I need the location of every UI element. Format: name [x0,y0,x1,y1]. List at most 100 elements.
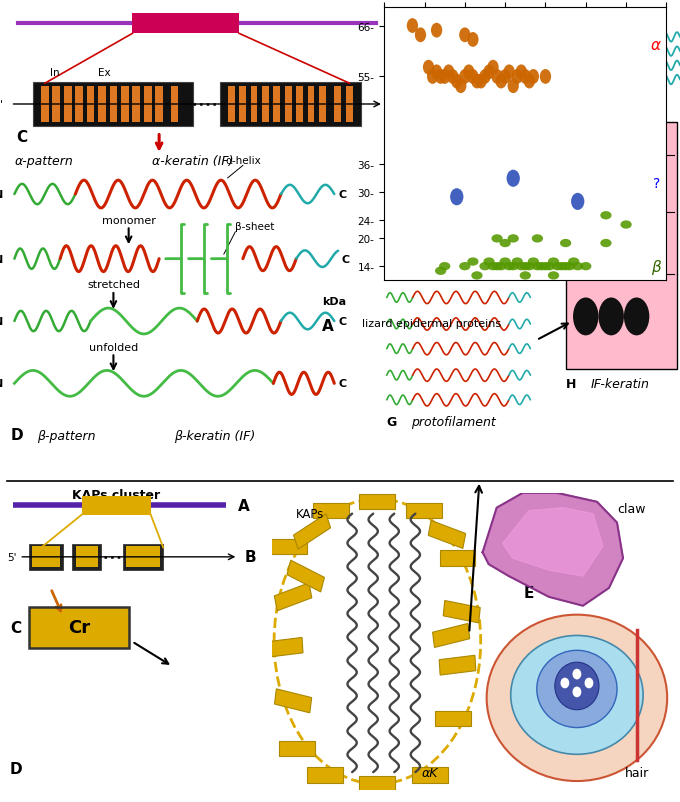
Ellipse shape [471,75,483,89]
FancyBboxPatch shape [133,87,140,124]
FancyBboxPatch shape [82,496,151,515]
Text: kDa: kDa [322,297,346,307]
Ellipse shape [507,235,519,243]
Text: IF-keratin: IF-keratin [590,378,649,391]
FancyBboxPatch shape [33,83,193,127]
Text: D: D [10,761,22,776]
Text: C: C [338,317,346,326]
Ellipse shape [431,65,442,80]
FancyBboxPatch shape [121,87,129,124]
Ellipse shape [560,678,569,688]
Ellipse shape [503,263,515,271]
FancyBboxPatch shape [29,544,63,570]
Ellipse shape [573,669,581,679]
Ellipse shape [500,70,511,85]
FancyBboxPatch shape [87,87,95,124]
FancyBboxPatch shape [228,87,235,124]
Ellipse shape [500,258,511,266]
Ellipse shape [572,263,583,271]
Ellipse shape [552,263,563,271]
Text: B: B [245,549,256,565]
Ellipse shape [511,70,523,85]
FancyBboxPatch shape [126,546,160,568]
Ellipse shape [600,240,611,248]
Ellipse shape [455,79,466,94]
Ellipse shape [459,28,471,43]
Ellipse shape [537,650,617,727]
Ellipse shape [536,263,547,271]
FancyBboxPatch shape [64,87,71,124]
Polygon shape [503,508,603,577]
Ellipse shape [573,222,598,260]
Text: 5': 5' [7,552,16,562]
Text: unfolded: unfolded [89,342,138,352]
Text: monomer: monomer [102,216,156,225]
FancyBboxPatch shape [171,87,178,124]
Ellipse shape [598,298,624,336]
Ellipse shape [511,636,643,755]
FancyBboxPatch shape [32,546,60,568]
Ellipse shape [467,70,479,85]
Text: α-helix: α-helix [225,156,260,165]
FancyBboxPatch shape [412,768,448,783]
FancyBboxPatch shape [262,87,269,124]
FancyBboxPatch shape [273,87,280,124]
Ellipse shape [555,662,599,710]
FancyBboxPatch shape [220,83,361,127]
FancyBboxPatch shape [133,14,239,34]
FancyBboxPatch shape [279,741,316,756]
FancyBboxPatch shape [345,87,352,124]
Ellipse shape [571,193,584,211]
Text: H: H [566,378,577,391]
Text: C: C [10,620,21,635]
Ellipse shape [483,65,494,80]
Ellipse shape [492,70,503,85]
Ellipse shape [492,263,503,271]
FancyBboxPatch shape [319,87,326,124]
FancyBboxPatch shape [98,87,106,124]
FancyBboxPatch shape [274,583,312,611]
FancyBboxPatch shape [75,546,97,568]
Ellipse shape [507,79,519,94]
FancyBboxPatch shape [296,87,303,124]
Ellipse shape [479,70,491,85]
Ellipse shape [431,24,442,38]
Text: KAPs: KAPs [296,507,324,520]
FancyBboxPatch shape [406,504,442,519]
FancyBboxPatch shape [307,87,314,124]
FancyBboxPatch shape [144,87,152,124]
Ellipse shape [450,189,463,206]
Ellipse shape [548,272,559,280]
FancyBboxPatch shape [239,87,246,124]
FancyBboxPatch shape [360,776,395,792]
Ellipse shape [585,678,594,688]
Text: α-pattern: α-pattern [14,155,73,168]
Text: IF-keratin cluster: IF-keratin cluster [126,0,246,2]
Ellipse shape [475,75,487,89]
Text: KAPs cluster: KAPs cluster [72,488,160,501]
FancyBboxPatch shape [287,561,324,592]
Ellipse shape [524,75,535,89]
Ellipse shape [515,65,527,80]
Text: β-sheet: β-sheet [235,221,275,231]
Ellipse shape [463,65,475,80]
Text: N: N [0,379,3,389]
Text: αK: αK [422,766,439,780]
Text: lizard epidermal proteins: lizard epidermal proteins [362,319,500,329]
Ellipse shape [560,240,571,248]
FancyBboxPatch shape [435,711,471,727]
Text: β: β [651,259,660,274]
Ellipse shape [528,258,539,266]
Text: hair: hair [625,766,649,780]
Ellipse shape [479,263,491,271]
Ellipse shape [439,70,450,85]
Text: N: N [0,254,3,265]
Ellipse shape [598,161,624,199]
Ellipse shape [407,19,418,34]
Ellipse shape [483,258,494,266]
Text: B: B [384,17,395,31]
Text: F: F [560,89,568,103]
Ellipse shape [532,263,543,271]
Ellipse shape [459,263,471,271]
FancyBboxPatch shape [52,87,60,124]
